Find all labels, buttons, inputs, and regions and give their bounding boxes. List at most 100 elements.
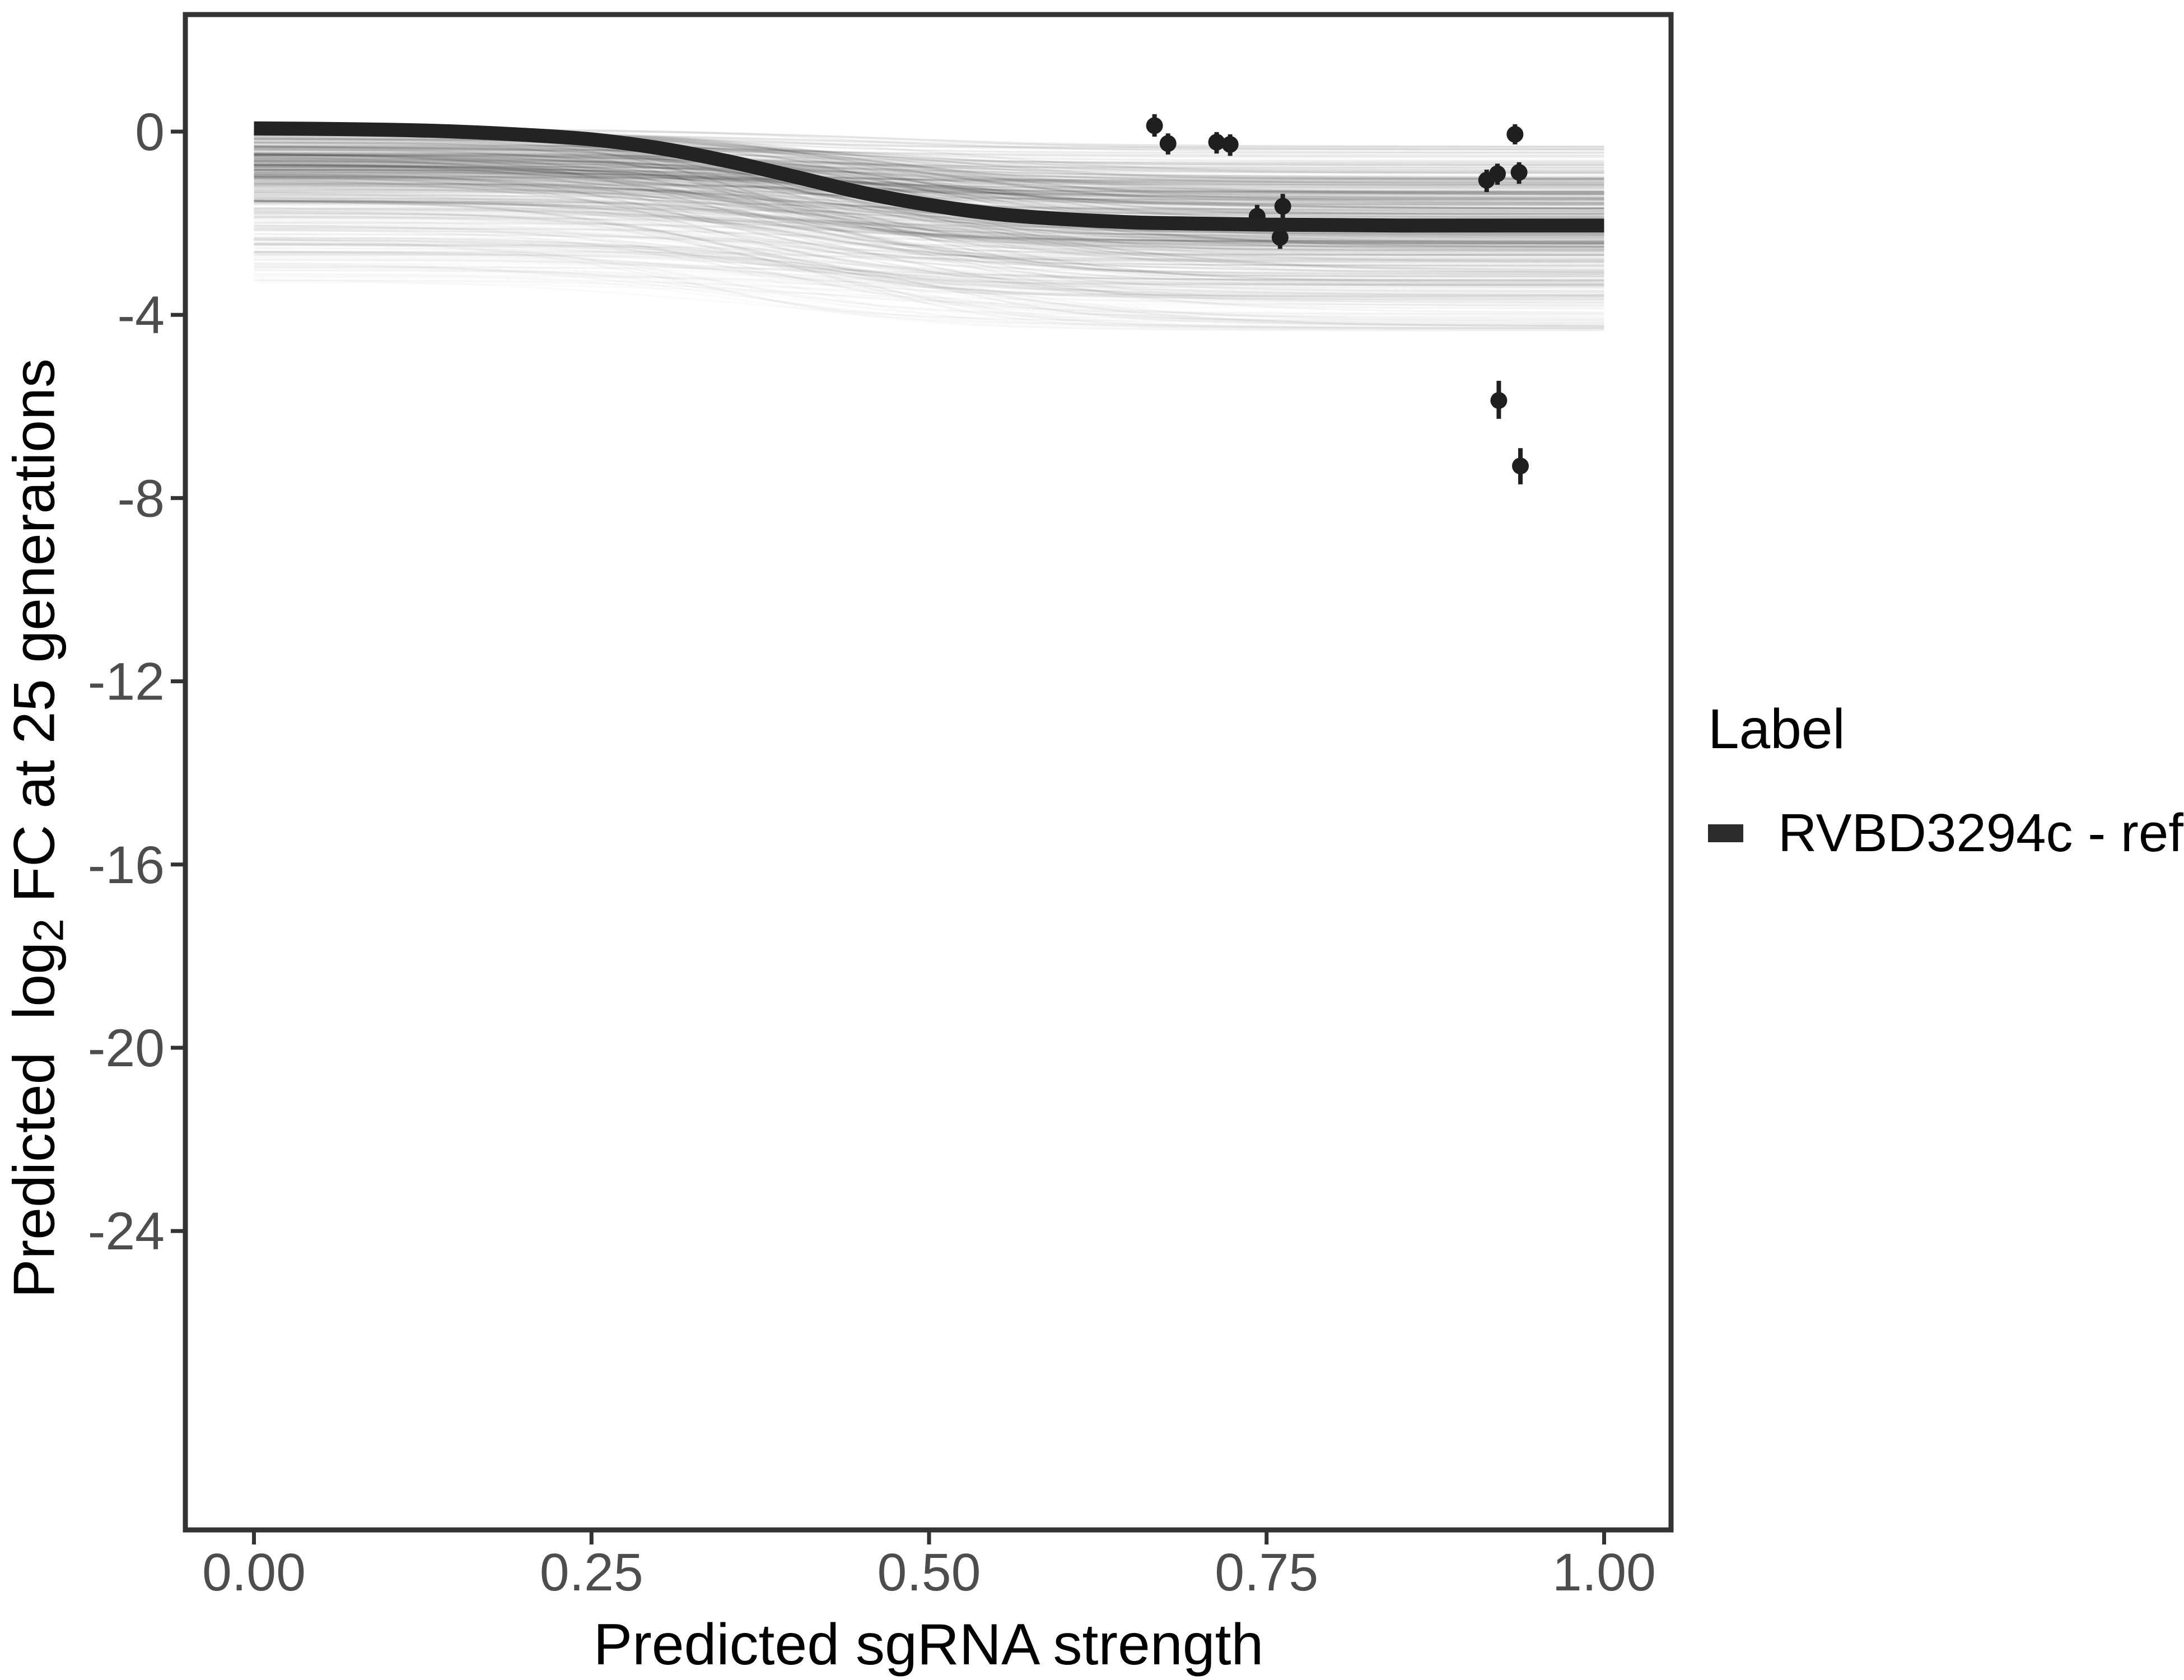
posterior-draw-line <box>254 162 1604 179</box>
posterior-draw-line <box>254 225 1604 315</box>
posterior-draw-line <box>254 158 1604 185</box>
posterior-draw-line <box>254 227 1604 248</box>
axis-tick-labels-layer: 0.00 0.25 0.50 0.75 1.00 0 -4 -8 -12 -16 -20 -24 <box>88 102 1656 1602</box>
posterior-draw-line <box>254 153 1604 169</box>
posterior-draw-line <box>254 184 1604 252</box>
posterior-draw-line <box>254 196 1604 297</box>
posterior-draw-line <box>254 237 1604 295</box>
posterior-draw-line <box>254 138 1604 177</box>
posterior-draw-line <box>254 133 1604 187</box>
legend-title: Label <box>1708 698 1845 760</box>
posterior-draw-line <box>254 169 1604 185</box>
posterior-draw-line <box>254 175 1604 234</box>
posterior-draw-line <box>254 210 1604 286</box>
posterior-draw-line <box>254 178 1604 196</box>
posterior-draw-line <box>254 178 1604 273</box>
posterior-draw-line <box>254 171 1604 215</box>
posterior-draw-line <box>254 150 1604 169</box>
panel-border <box>183 12 1674 1533</box>
posterior-draw-line <box>254 160 1604 195</box>
posterior-draw-line <box>254 200 1604 243</box>
posterior-draw-line <box>254 167 1604 181</box>
posterior-draw-line <box>254 153 1604 207</box>
posterior-draw-line <box>254 181 1604 274</box>
data-point <box>1510 164 1528 181</box>
legend-key-line-swatch <box>1708 824 1743 842</box>
y-tick-label: -20 <box>88 1019 165 1078</box>
posterior-draw-line <box>254 140 1604 205</box>
posterior-draw-line <box>254 155 1604 248</box>
posterior-draw-line <box>254 173 1604 203</box>
posterior-draw-line <box>254 158 1604 217</box>
posterior-draw-line <box>254 154 1604 203</box>
posterior-draw-line <box>254 142 1604 212</box>
posterior-draw-line <box>254 142 1604 206</box>
posterior-draw-line <box>254 174 1604 235</box>
posterior-draw-line <box>254 164 1604 200</box>
posterior-draw-line <box>254 164 1604 272</box>
posterior-draw-line <box>254 171 1604 193</box>
posterior-draw-line <box>254 144 1604 164</box>
posterior-draw-line <box>254 202 1604 284</box>
posterior-draw-line <box>254 251 1604 296</box>
posterior-draw-line <box>254 175 1604 200</box>
posterior-draw-line <box>254 155 1604 246</box>
posterior-draw-line <box>254 199 1604 236</box>
posterior-draw-line <box>254 177 1604 268</box>
posterior-draw-line <box>254 147 1604 166</box>
posterior-draw-line <box>254 199 1604 243</box>
posterior-draw-line <box>254 212 1604 298</box>
data-point <box>1489 165 1506 183</box>
posterior-draw-line <box>254 159 1604 174</box>
posterior-draw-line <box>254 172 1604 267</box>
posterior-draw-line <box>254 139 1604 218</box>
y-axis-title-pre: Predicted log <box>2 941 67 1298</box>
posterior-draw-line <box>254 141 1604 181</box>
posterior-draw-line <box>254 175 1604 245</box>
posterior-draw-line <box>254 141 1604 157</box>
posterior-draw-line <box>254 200 1604 282</box>
posterior-draw-line <box>254 199 1604 304</box>
data-points-layer <box>1146 114 1529 484</box>
posterior-draw-line <box>254 149 1604 198</box>
posterior-draw-line <box>254 138 1604 214</box>
posterior-draw-line <box>254 147 1604 235</box>
posterior-draw-line <box>254 170 1604 251</box>
posterior-draw-line <box>254 174 1604 209</box>
posterior-draw-line <box>254 176 1604 281</box>
posterior-draw-line <box>254 161 1604 209</box>
posterior-draw-line <box>254 174 1604 242</box>
posterior-draw-line <box>254 166 1604 181</box>
posterior-draw-line <box>254 151 1604 245</box>
posterior-draw-line <box>254 155 1604 179</box>
posterior-draw-line <box>254 164 1604 250</box>
reference-curve-layer <box>254 121 1604 233</box>
posterior-draw-line <box>254 157 1604 212</box>
posterior-draw-line <box>254 182 1604 198</box>
posterior-draw-line <box>254 175 1604 198</box>
posterior-draw-line <box>254 146 1604 166</box>
posterior-draw-line <box>254 147 1604 166</box>
posterior-draw-line <box>254 183 1604 199</box>
data-point <box>1159 135 1177 152</box>
posterior-draw-line <box>254 195 1604 274</box>
posterior-draw-line <box>254 202 1604 283</box>
posterior-draw-line <box>254 154 1604 187</box>
posterior-draw-line <box>254 164 1604 267</box>
posterior-draw-line <box>254 137 1604 195</box>
legend-entry: RVBD3294c - ref <box>1708 802 2183 864</box>
data-point <box>1208 133 1225 151</box>
posterior-draw-line <box>254 146 1604 209</box>
posterior-draw-line <box>254 149 1604 180</box>
posterior-draw-line <box>254 162 1604 239</box>
posterior-draw-line <box>254 148 1604 200</box>
posterior-draw-line <box>254 169 1604 184</box>
posterior-draw-line <box>254 163 1604 193</box>
posterior-draw-line <box>254 148 1604 237</box>
posterior-draw-line <box>254 170 1604 200</box>
posterior-draw-line <box>254 197 1604 275</box>
y-tick-label: -4 <box>118 286 165 345</box>
posterior-draw-line <box>254 159 1604 262</box>
posterior-draw-line <box>254 164 1604 252</box>
posterior-draw-line <box>254 194 1604 257</box>
